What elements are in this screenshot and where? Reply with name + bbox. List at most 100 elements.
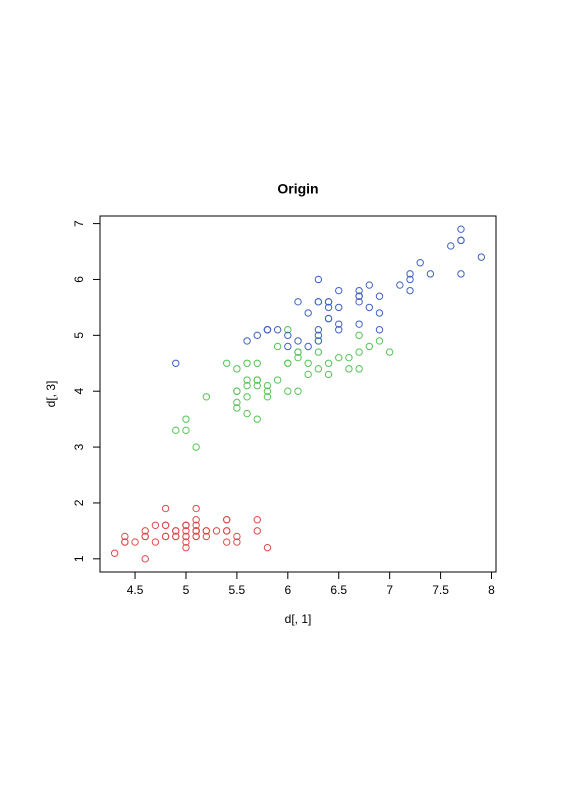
point	[284, 326, 292, 334]
point	[233, 398, 241, 407]
point	[294, 387, 302, 395]
point	[141, 527, 149, 535]
point	[457, 270, 465, 278]
point	[243, 393, 251, 401]
point	[314, 337, 323, 345]
point	[253, 516, 261, 524]
point	[426, 270, 435, 278]
point	[355, 286, 363, 295]
point	[345, 365, 353, 373]
point	[284, 387, 292, 395]
point	[447, 242, 455, 250]
x-tick-label: 7.5	[432, 583, 449, 597]
point	[131, 538, 139, 546]
point	[375, 326, 384, 334]
point	[182, 538, 190, 546]
point	[385, 348, 394, 356]
point	[335, 286, 343, 295]
point	[457, 236, 465, 245]
point	[172, 532, 180, 541]
point	[294, 337, 302, 345]
point	[192, 521, 200, 529]
point	[182, 415, 190, 423]
point	[273, 342, 282, 351]
point	[375, 337, 384, 345]
point	[263, 387, 272, 395]
point	[192, 532, 200, 541]
point	[110, 549, 119, 557]
point	[355, 365, 363, 373]
point	[243, 359, 251, 367]
point	[335, 303, 343, 312]
point	[141, 555, 149, 563]
point	[406, 270, 414, 278]
point	[304, 359, 312, 367]
point	[396, 281, 404, 289]
point	[263, 543, 272, 552]
y-tick-label: 6	[72, 276, 86, 283]
point	[192, 504, 200, 513]
point	[406, 286, 414, 295]
point	[253, 376, 261, 384]
x-tick-label: 5	[183, 583, 190, 597]
point	[335, 320, 343, 328]
x-tick-label: 5.5	[229, 583, 246, 597]
point	[365, 281, 373, 289]
point	[273, 376, 282, 384]
point	[182, 527, 190, 535]
point	[182, 532, 190, 541]
point	[161, 521, 170, 529]
x-tick-label: 4.5	[127, 583, 144, 597]
point	[233, 538, 241, 546]
point	[243, 409, 251, 418]
point	[233, 387, 241, 395]
point	[182, 521, 190, 529]
point	[253, 381, 261, 390]
point	[263, 381, 272, 390]
point	[172, 359, 180, 367]
point	[192, 516, 200, 524]
point	[294, 353, 302, 362]
point	[263, 326, 272, 334]
point	[243, 381, 251, 390]
point	[212, 527, 221, 535]
point	[324, 303, 333, 312]
point	[172, 426, 180, 435]
point	[294, 298, 302, 306]
point	[161, 532, 170, 541]
x-tick-label: 7	[386, 583, 393, 597]
point	[182, 426, 190, 435]
point	[314, 365, 323, 373]
point	[284, 359, 292, 367]
point	[324, 298, 333, 306]
y-tick-label: 5	[72, 332, 86, 339]
x-tick-label: 8	[488, 583, 495, 597]
point	[304, 370, 312, 379]
point	[243, 337, 251, 345]
point	[192, 443, 200, 451]
point	[223, 527, 231, 535]
point	[233, 532, 241, 541]
point	[223, 538, 231, 546]
point	[202, 527, 211, 535]
point	[457, 225, 465, 233]
point	[416, 259, 424, 267]
point	[263, 393, 272, 401]
point	[477, 253, 486, 261]
point	[243, 376, 251, 384]
point	[375, 292, 384, 300]
point	[192, 527, 200, 535]
point	[314, 348, 323, 356]
point	[365, 342, 373, 351]
point	[304, 309, 312, 317]
chart-title: Origin	[277, 181, 318, 197]
point	[314, 326, 323, 334]
point	[151, 538, 160, 546]
point	[223, 359, 231, 367]
point	[202, 532, 211, 541]
point	[335, 326, 343, 334]
point	[284, 331, 292, 340]
x-axis-label: d[, 1]	[285, 612, 312, 626]
point	[273, 326, 282, 334]
